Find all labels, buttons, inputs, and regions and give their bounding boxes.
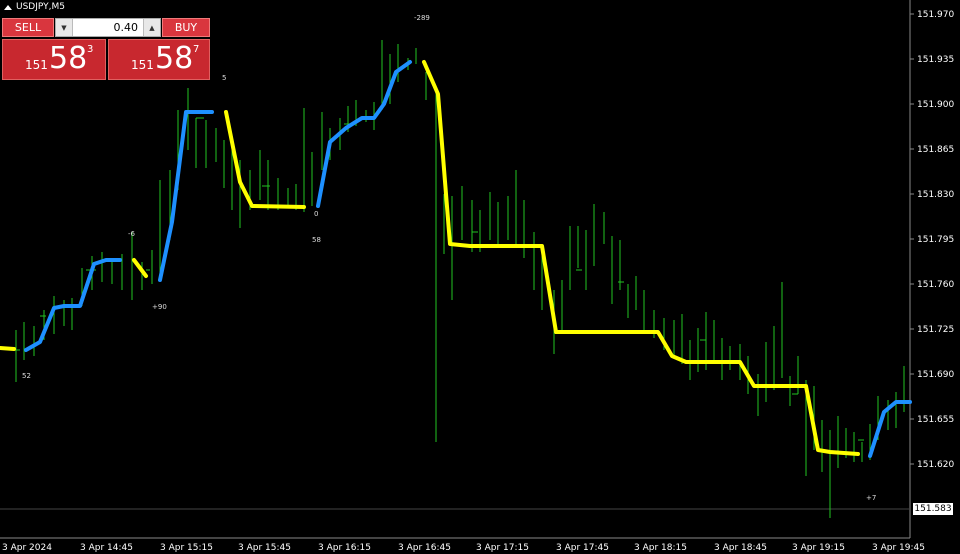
time-tick: 3 Apr 14:45	[80, 543, 133, 553]
chart-title: USDJPY,M5	[4, 2, 65, 12]
buy-price-sup: 7	[193, 44, 200, 55]
lot-size-field[interactable]: ▼ 0.40 ▲	[55, 18, 161, 37]
svg-text:0: 0	[314, 210, 318, 218]
time-tick: 3 Apr 18:15	[634, 543, 687, 553]
collapse-triangle-icon[interactable]	[4, 4, 12, 10]
time-tick: 3 Apr 16:45	[398, 543, 451, 553]
trade-annotations: 52 -6 +90 5 58 -289 0 +7	[22, 14, 876, 502]
time-tick: 3 Apr 15:45	[238, 543, 291, 553]
price-tick: 151.760	[917, 280, 954, 290]
time-tick: 3 Apr 17:45	[556, 543, 609, 553]
price-tick: 151.935	[917, 55, 954, 65]
price-tick: 151.795	[917, 235, 954, 245]
lot-decrease-icon[interactable]: ▼	[56, 19, 73, 36]
price-tick: 151.865	[917, 145, 954, 155]
sell-price-big: 58	[49, 41, 88, 76]
ohlc-bars	[0, 40, 905, 518]
time-tick: 3 Apr 19:45	[872, 543, 925, 553]
svg-text:58: 58	[312, 236, 321, 244]
buy-price-prefix: 151	[131, 58, 154, 72]
price-tick: 151.620	[917, 460, 954, 470]
trend-lines	[0, 60, 912, 458]
sell-button[interactable]: SELL	[2, 18, 54, 37]
price-tick: 151.690	[917, 370, 954, 380]
buy-price-button[interactable]: 151 58 7	[108, 39, 210, 80]
svg-text:+90: +90	[152, 303, 167, 311]
price-tick: 151.725	[917, 325, 954, 335]
svg-text:5: 5	[222, 74, 226, 82]
time-tick: 3 Apr 15:15	[160, 543, 213, 553]
lot-size-value[interactable]: 0.40	[113, 21, 139, 34]
lot-increase-icon[interactable]: ▲	[143, 19, 160, 36]
price-tick: 151.830	[917, 190, 954, 200]
svg-text:-289: -289	[414, 14, 430, 22]
time-tick: 3 Apr 16:15	[318, 543, 371, 553]
price-tick: 151.900	[917, 100, 954, 110]
time-tick: 3 Apr 18:45	[714, 543, 767, 553]
time-tick: 3 Apr 2024	[2, 543, 52, 553]
sell-price-prefix: 151	[25, 58, 48, 72]
price-tick: 151.655	[917, 415, 954, 425]
svg-text:+7: +7	[866, 494, 876, 502]
price-tick: 151.970	[917, 10, 954, 20]
buy-button[interactable]: BUY	[162, 18, 210, 37]
symbol-label: USDJPY,M5	[16, 2, 65, 12]
time-axis: 3 Apr 2024 3 Apr 14:45 3 Apr 15:15 3 Apr…	[2, 543, 925, 553]
buy-price-big: 58	[155, 41, 194, 76]
sell-price-sup: 3	[87, 44, 94, 55]
one-click-trading-panel: SELL ▼ 0.40 ▲ BUY 151 58 3 151 58 7	[2, 18, 210, 80]
current-price-label: 151.583	[913, 503, 953, 515]
svg-text:-6: -6	[128, 230, 136, 238]
sell-price-button[interactable]: 151 58 3	[2, 39, 106, 80]
svg-text:52: 52	[22, 372, 31, 380]
price-axis: 151.970 151.935 151.900 151.865 151.830 …	[910, 10, 954, 470]
time-tick: 3 Apr 19:15	[792, 543, 845, 553]
time-tick: 3 Apr 17:15	[476, 543, 529, 553]
